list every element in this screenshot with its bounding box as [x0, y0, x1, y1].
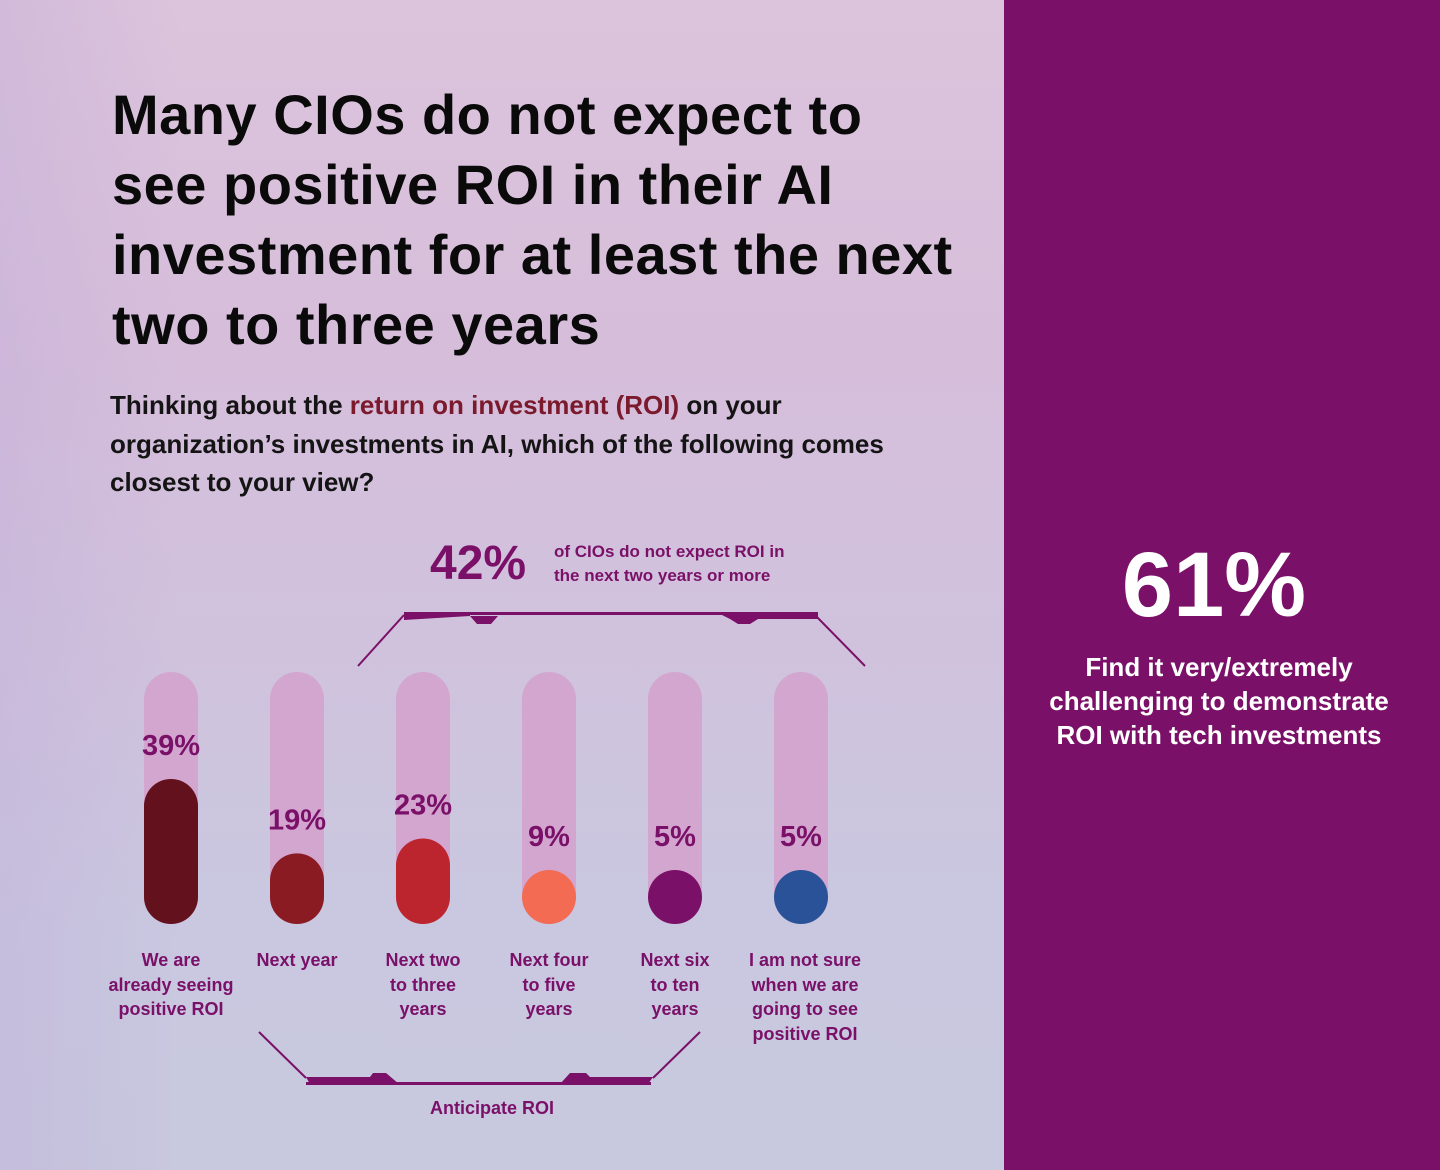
- bar-track: [522, 672, 576, 924]
- bar: [522, 870, 576, 924]
- chart-panel: [0, 0, 1004, 1170]
- category-label-line: to five: [522, 974, 576, 995]
- roi-bar-chart: 39% 19% 23% 9% 5% 5%: [142, 612, 866, 1085]
- category-label-line: Next six: [640, 950, 710, 970]
- category-label-line: going to see: [751, 999, 858, 1019]
- question-text-before: Thinking about the: [110, 390, 350, 420]
- bar-track: [774, 672, 828, 924]
- side-stat-value: 61%: [1121, 534, 1307, 636]
- stat-panel: [1004, 0, 1440, 1170]
- top-bracket: [357, 612, 866, 667]
- anticipate-roi-label: Anticipate ROI: [429, 1098, 554, 1118]
- category-label-line: positive ROI: [752, 1023, 858, 1044]
- question-text-after: on your organization’s investments in AI…: [110, 390, 884, 497]
- category-label: Next year: [222, 948, 372, 973]
- category-label-line: Next year: [256, 950, 338, 970]
- bottom-bracket-line: [306, 1082, 651, 1085]
- category-label: Next four to five years: [474, 948, 624, 1022]
- bar-value-label: 5%: [654, 821, 696, 853]
- top-bracket-line: [404, 612, 815, 615]
- category-label: Next two to three years: [348, 948, 498, 1022]
- bottom-bracket-right-bar: [560, 1073, 653, 1084]
- category-label-line: already seeing: [108, 974, 234, 995]
- top-bracket-left-arm: [357, 614, 405, 667]
- bars-group: 39% 19% 23% 9% 5% 5%: [142, 672, 828, 924]
- survey-question: Thinking about the return on investment …: [110, 386, 950, 502]
- question-highlight: return on investment (ROI): [349, 390, 680, 420]
- category-label: I am not sure when we are going to see posi…: [730, 948, 880, 1046]
- bar: [648, 870, 702, 924]
- callout-text-line1: of CIOs do not expect ROI in: [554, 542, 785, 561]
- bottom-bracket: [258, 1031, 701, 1085]
- category-label-line: to three: [389, 974, 456, 995]
- category-label-line: We are: [141, 950, 201, 970]
- bar-value-label: 39%: [142, 730, 200, 762]
- bar-track: [648, 672, 702, 924]
- bar-value-label: 19%: [268, 804, 326, 836]
- category-label-line: years: [525, 999, 573, 1019]
- category-label-line: to ten: [650, 974, 700, 995]
- bottom-bracket-right-arm: [652, 1031, 701, 1079]
- bottom-bracket-left-arm: [258, 1031, 307, 1079]
- bar-value-label: 5%: [780, 821, 822, 853]
- bar: [270, 853, 324, 924]
- bar: [774, 870, 828, 924]
- category-label-line: positive ROI: [118, 999, 224, 1019]
- category-label-line: years: [399, 999, 447, 1019]
- callout-text-line2: the next two years or more: [554, 566, 771, 585]
- bar-value-label: 9%: [528, 821, 570, 853]
- category-label: Next six to ten years: [600, 948, 750, 1022]
- callout-value: 42%: [430, 537, 527, 590]
- category-label-line: years: [651, 999, 699, 1019]
- top-bracket-right-arm: [814, 614, 866, 667]
- top-bracket-right-bar: [722, 612, 818, 624]
- bar-value-label: 23%: [394, 789, 452, 821]
- category-label-line: when we are: [751, 974, 859, 995]
- category-label-line: I am not sure: [748, 950, 862, 970]
- callout-text: of CIOs do not expect ROI in the next tw…: [554, 540, 826, 588]
- category-label: We are already seeing positive ROI: [96, 948, 246, 1022]
- headline: Many CIOs do not expect to see positive …: [112, 83, 953, 356]
- bar: [396, 838, 450, 924]
- category-label-line: Next two: [385, 950, 461, 970]
- side-stat-text: Find it very/extremely challenging to de…: [1049, 652, 1389, 750]
- bottom-bracket-left-bar: [306, 1073, 399, 1084]
- category-label-line: Next four: [509, 950, 589, 970]
- bar: [144, 779, 198, 924]
